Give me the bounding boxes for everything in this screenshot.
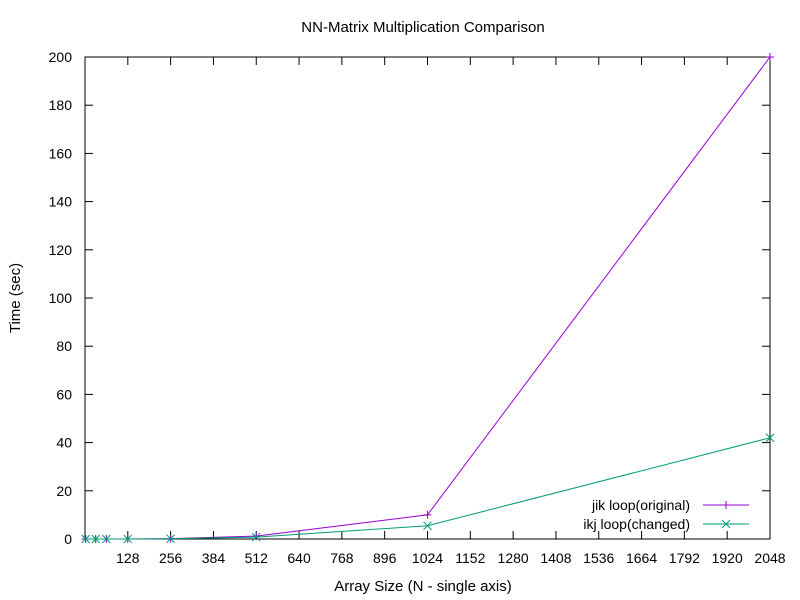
x-tick-label: 256 <box>159 550 183 566</box>
chart-title: NN-Matrix Multiplication Comparison <box>301 19 544 36</box>
marker-stroke <box>166 534 175 544</box>
y-tick-label: 100 <box>49 290 73 306</box>
y-tick-label: 180 <box>49 97 73 113</box>
series-2-point <box>81 534 91 544</box>
series-2-point <box>251 532 261 542</box>
marker-stroke <box>123 534 133 544</box>
x-tick-label: 896 <box>373 550 397 566</box>
series-line-2 <box>85 437 771 540</box>
x-tick-label: 1152 <box>455 550 485 566</box>
x-tick-label: 768 <box>330 550 354 566</box>
x-tick-label: 1792 <box>669 550 700 566</box>
y-tick-label: 40 <box>56 435 72 451</box>
y-tick-label: 160 <box>49 145 73 161</box>
marker-stroke <box>765 433 775 443</box>
series-2-point <box>765 433 775 443</box>
x-axis-label: Array Size (N - single axis) <box>334 578 512 595</box>
x-tick-label: 1536 <box>583 550 614 566</box>
series-2-point <box>123 534 133 544</box>
x-tick-label: 1280 <box>498 550 529 566</box>
legend-marker-2 <box>721 519 731 529</box>
series-2-point <box>102 534 111 544</box>
y-tick-label: 200 <box>49 49 73 65</box>
x-tick-label: 128 <box>116 550 140 566</box>
y-tick-label: 80 <box>56 338 72 354</box>
y-tick-label: 20 <box>56 483 72 499</box>
marker-stroke <box>251 532 261 542</box>
y-tick-label: 0 <box>64 531 72 547</box>
series-1-point <box>766 53 774 61</box>
marker-stroke <box>102 534 111 544</box>
y-tick-label: 60 <box>56 386 72 402</box>
x-tick-label: 640 <box>287 550 311 566</box>
marker-stroke <box>423 521 432 531</box>
x-tick-label: 1408 <box>540 550 571 566</box>
series-line-1 <box>85 56 771 540</box>
x-tick-label: 384 <box>202 550 226 566</box>
series-1-point <box>252 532 261 541</box>
x-tick-label: 2048 <box>754 550 785 566</box>
y-axis-label: Time (sec) <box>7 263 24 333</box>
y-tick-label: 140 <box>49 194 73 210</box>
series-2-point <box>423 521 432 531</box>
series-2-point <box>91 534 101 544</box>
marker-stroke <box>91 534 101 544</box>
y-tick-label: 120 <box>49 242 73 258</box>
series-1-point <box>423 510 432 519</box>
legend-marker-1 <box>722 501 730 509</box>
x-tick-label: 512 <box>245 550 269 566</box>
x-tick-label: 1920 <box>712 550 743 566</box>
series-2-point <box>166 534 175 544</box>
marker-stroke <box>81 534 91 544</box>
plot-frame <box>84 56 771 540</box>
legend-label-2: ikj loop(changed) <box>583 516 690 532</box>
x-tick-label: 1664 <box>626 550 657 566</box>
marker-stroke <box>721 519 731 529</box>
x-tick-label: 1024 <box>412 550 443 566</box>
legend-label-1: jik loop(original) <box>591 497 690 513</box>
